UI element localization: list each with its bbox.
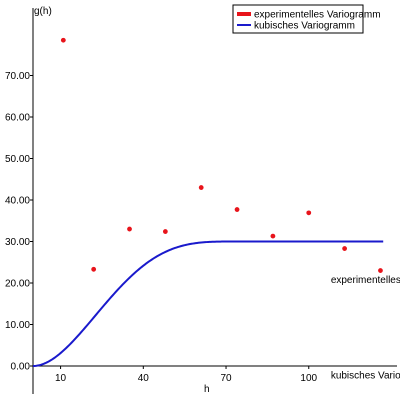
labels-layer: g(h) h 0.00 10.00 20.00 30.00 40.00 50.00 60.00 7… <box>5 6 400 395</box>
experimental-point <box>270 233 276 239</box>
x-axis-title: h <box>204 384 210 395</box>
y-tick-label: 30.00 <box>5 237 30 248</box>
y-tick-label: 0.00 <box>11 362 31 373</box>
legend-label: kubisches Variogramm <box>254 21 355 32</box>
y-tick-label: 60.00 <box>5 113 30 124</box>
y-tick-label: 40.00 <box>5 196 30 207</box>
x-tick-label: 100 <box>300 373 317 384</box>
experimental-point <box>234 207 240 212</box>
experimental-point <box>198 185 204 190</box>
model-layer <box>32 240 384 367</box>
legend-label: experimentelles Variogramm <box>254 10 381 21</box>
x-tick-label: 70 <box>220 373 232 384</box>
legend-box <box>232 4 364 34</box>
y-tick-label: 10.00 <box>5 320 30 331</box>
y-axis-title: g(h) <box>34 6 52 17</box>
axis-layer <box>30 8 397 394</box>
experimental-point <box>91 266 97 272</box>
experimental-point <box>60 37 66 43</box>
y-tick-label: 50.00 <box>5 154 30 165</box>
y-tick-label: 20.00 <box>5 279 30 290</box>
cubic-variogram-line <box>32 240 384 367</box>
y-tick-label: 70.00 <box>5 71 30 82</box>
experimental-point <box>378 268 383 273</box>
experimental-point <box>306 210 312 216</box>
experimental-point <box>342 246 348 251</box>
points-layer <box>60 37 383 273</box>
annotation-label: experimentelles Variogramm <box>331 275 400 286</box>
x-tick-label: 40 <box>138 373 150 384</box>
x-tick-label: 10 <box>55 373 67 384</box>
annotation-label: kubisches Variogramm <box>331 370 400 381</box>
experimental-point <box>127 226 132 232</box>
experimental-point <box>162 229 168 234</box>
